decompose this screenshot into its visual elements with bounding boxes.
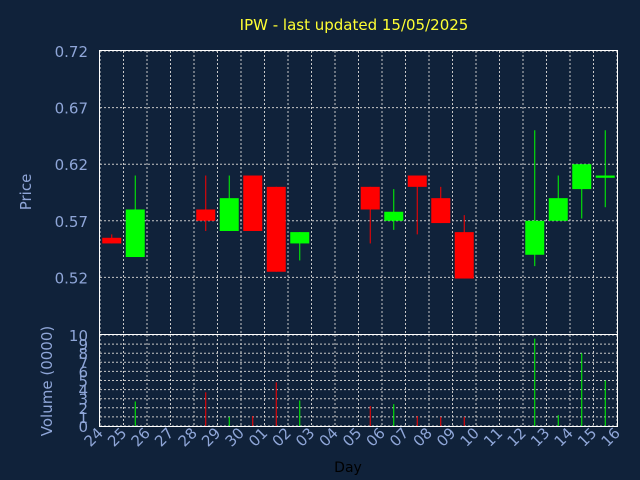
volume-grid (99, 334, 618, 427)
candle-body (548, 198, 568, 221)
x-tick-label: 13 (527, 424, 553, 450)
x-tick-label: 04 (316, 424, 342, 450)
price-tick-label: 0.62 (55, 156, 88, 174)
candle-body (290, 232, 310, 244)
price-grid (99, 50, 618, 334)
price-axis-title: Price (17, 174, 35, 211)
x-tick-label: 28 (175, 424, 201, 450)
x-tick-label: 01 (245, 424, 271, 450)
volume-tick-label: 10 (69, 327, 88, 345)
volume-tick-label: 1 (78, 409, 88, 427)
volume-tick-label: 7 (78, 354, 88, 372)
x-tick-label: 26 (128, 424, 154, 450)
candle-body (243, 175, 263, 231)
price-tick-label: 0.52 (55, 269, 88, 287)
candle-body (572, 164, 592, 190)
x-tick-label: 08 (410, 424, 436, 450)
x-tick-label: 02 (269, 424, 295, 450)
x-tick-label: 05 (339, 424, 365, 450)
candle-body (102, 237, 122, 244)
x-tick-label: 09 (433, 424, 459, 450)
x-tick-label: 10 (457, 424, 483, 450)
candles (102, 130, 615, 279)
x-axis: 2425262728293001020304050607080910111213… (81, 424, 624, 450)
volume-tick-label: 4 (78, 382, 88, 400)
volume-tick-label: 5 (78, 373, 88, 391)
x-tick-label: 16 (598, 424, 624, 450)
candle-body (384, 211, 404, 221)
volume-tick-label: 9 (78, 336, 88, 354)
candle-body (196, 209, 216, 221)
x-axis-title: Day (334, 460, 362, 476)
x-tick-label: 14 (551, 424, 577, 450)
x-tick-label: 12 (504, 424, 530, 450)
candle-body (266, 186, 286, 272)
candle-body (431, 198, 451, 224)
price-tick-label: 0.57 (55, 213, 88, 231)
x-tick-label: 06 (363, 424, 389, 450)
price-tick-label: 0.72 (55, 43, 88, 61)
x-tick-label: 25 (104, 424, 130, 450)
volume-axis-title: Volume (0000) (38, 326, 56, 436)
x-tick-label: 15 (574, 424, 600, 450)
volume-tick-label: 6 (78, 363, 88, 381)
volume-tick-label: 0 (78, 418, 88, 436)
volume-bars (134, 338, 606, 426)
price-axis: 0.72 0.67 0.62 0.57 0.52 (55, 43, 88, 287)
volume-panel-frame (99, 334, 618, 427)
x-tick-label: 07 (386, 424, 412, 450)
candle-body (407, 175, 427, 187)
volume-tick-label: 8 (78, 345, 88, 363)
candle-body (360, 186, 380, 210)
x-tick-label: 29 (198, 424, 224, 450)
volume-tick-label: 3 (78, 391, 88, 409)
x-tick-label: 03 (292, 424, 318, 450)
candle-body (125, 209, 145, 258)
chart-title: IPW - last updated 15/05/2025 (240, 16, 469, 34)
candle-body (525, 220, 545, 255)
x-tick-label: 27 (151, 424, 177, 450)
candle-body (219, 198, 239, 231)
price-tick-label: 0.67 (55, 100, 88, 118)
volume-tick-label: 2 (78, 400, 88, 418)
x-tick-label: 30 (222, 424, 248, 450)
x-tick-label: 11 (480, 424, 506, 450)
candle-body (595, 175, 615, 178)
candle-body (454, 232, 474, 279)
